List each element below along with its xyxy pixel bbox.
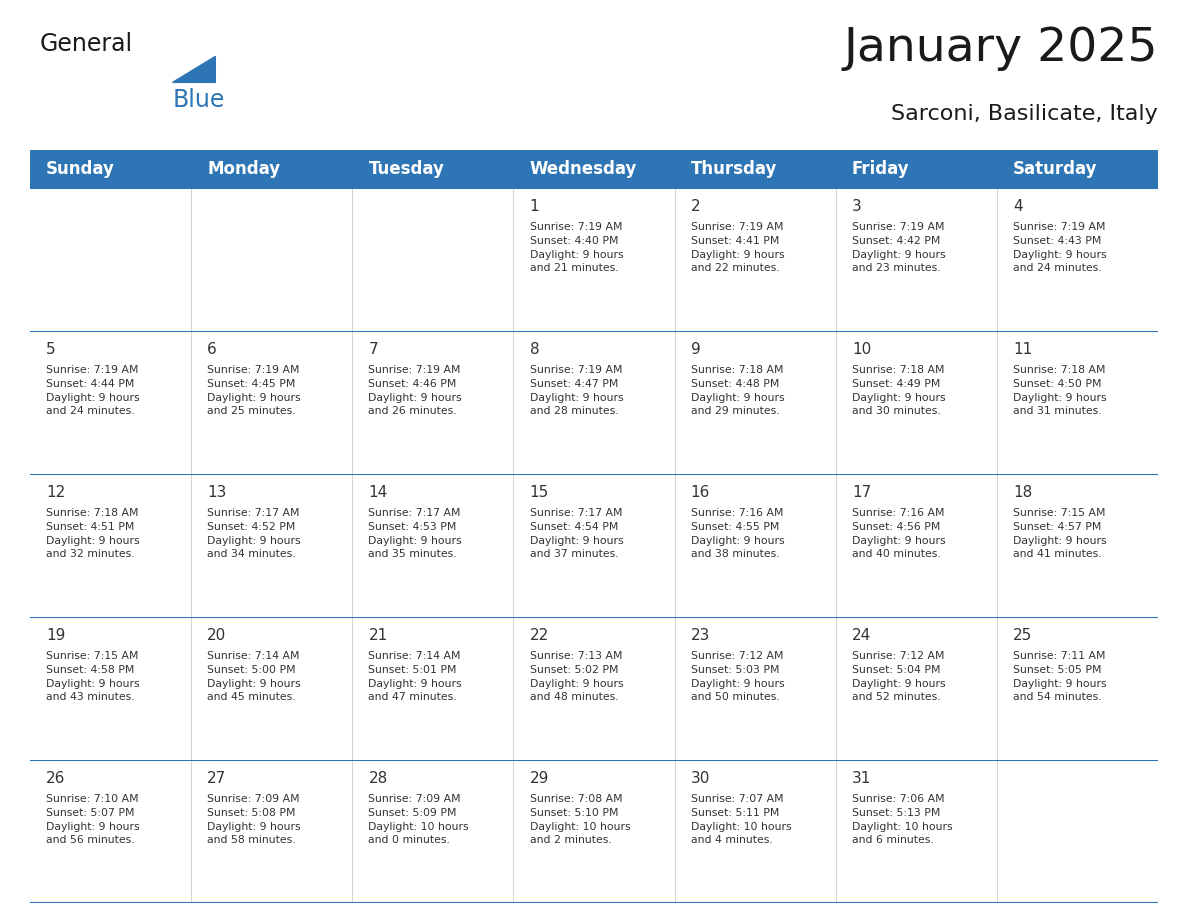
Text: 24: 24 xyxy=(852,629,871,644)
Text: Sunrise: 7:17 AM
Sunset: 4:54 PM
Daylight: 9 hours
and 37 minutes.: Sunrise: 7:17 AM Sunset: 4:54 PM Dayligh… xyxy=(530,509,624,559)
Text: Sunrise: 7:18 AM
Sunset: 4:48 PM
Daylight: 9 hours
and 29 minutes.: Sunrise: 7:18 AM Sunset: 4:48 PM Dayligh… xyxy=(690,365,784,416)
Text: Sunrise: 7:18 AM
Sunset: 4:51 PM
Daylight: 9 hours
and 32 minutes.: Sunrise: 7:18 AM Sunset: 4:51 PM Dayligh… xyxy=(46,509,140,559)
Text: Sunrise: 7:19 AM
Sunset: 4:45 PM
Daylight: 9 hours
and 25 minutes.: Sunrise: 7:19 AM Sunset: 4:45 PM Dayligh… xyxy=(207,365,301,416)
Text: Wednesday: Wednesday xyxy=(530,160,637,178)
Text: 30: 30 xyxy=(690,771,710,787)
Text: Sunrise: 7:07 AM
Sunset: 5:11 PM
Daylight: 10 hours
and 4 minutes.: Sunrise: 7:07 AM Sunset: 5:11 PM Dayligh… xyxy=(690,794,791,845)
Text: Sunrise: 7:19 AM
Sunset: 4:42 PM
Daylight: 9 hours
and 23 minutes.: Sunrise: 7:19 AM Sunset: 4:42 PM Dayligh… xyxy=(852,222,946,274)
Text: 20: 20 xyxy=(207,629,227,644)
Text: Sunrise: 7:17 AM
Sunset: 4:52 PM
Daylight: 9 hours
and 34 minutes.: Sunrise: 7:17 AM Sunset: 4:52 PM Dayligh… xyxy=(207,509,301,559)
Text: Sunrise: 7:14 AM
Sunset: 5:01 PM
Daylight: 9 hours
and 47 minutes.: Sunrise: 7:14 AM Sunset: 5:01 PM Dayligh… xyxy=(368,651,462,702)
Text: 19: 19 xyxy=(46,629,65,644)
Text: 12: 12 xyxy=(46,486,65,500)
Text: 29: 29 xyxy=(530,771,549,787)
Text: 10: 10 xyxy=(852,342,871,357)
Text: 21: 21 xyxy=(368,629,387,644)
Text: Sunrise: 7:12 AM
Sunset: 5:03 PM
Daylight: 9 hours
and 50 minutes.: Sunrise: 7:12 AM Sunset: 5:03 PM Dayligh… xyxy=(690,651,784,702)
Text: 25: 25 xyxy=(1013,629,1032,644)
Text: 26: 26 xyxy=(46,771,65,787)
Text: Sunrise: 7:13 AM
Sunset: 5:02 PM
Daylight: 9 hours
and 48 minutes.: Sunrise: 7:13 AM Sunset: 5:02 PM Dayligh… xyxy=(530,651,624,702)
Text: 8: 8 xyxy=(530,342,539,357)
Text: 11: 11 xyxy=(1013,342,1032,357)
Text: Tuesday: Tuesday xyxy=(368,160,444,178)
Text: 22: 22 xyxy=(530,629,549,644)
Text: Sunrise: 7:10 AM
Sunset: 5:07 PM
Daylight: 9 hours
and 56 minutes.: Sunrise: 7:10 AM Sunset: 5:07 PM Dayligh… xyxy=(46,794,140,845)
Text: Sunrise: 7:19 AM
Sunset: 4:43 PM
Daylight: 9 hours
and 24 minutes.: Sunrise: 7:19 AM Sunset: 4:43 PM Dayligh… xyxy=(1013,222,1106,274)
Text: 3: 3 xyxy=(852,199,861,215)
Text: 13: 13 xyxy=(207,486,227,500)
Text: Sunrise: 7:18 AM
Sunset: 4:49 PM
Daylight: 9 hours
and 30 minutes.: Sunrise: 7:18 AM Sunset: 4:49 PM Dayligh… xyxy=(852,365,946,416)
Text: Sunrise: 7:15 AM
Sunset: 4:57 PM
Daylight: 9 hours
and 41 minutes.: Sunrise: 7:15 AM Sunset: 4:57 PM Dayligh… xyxy=(1013,509,1106,559)
Text: General: General xyxy=(39,32,133,56)
Text: Saturday: Saturday xyxy=(1013,160,1098,178)
Text: Sunrise: 7:12 AM
Sunset: 5:04 PM
Daylight: 9 hours
and 52 minutes.: Sunrise: 7:12 AM Sunset: 5:04 PM Dayligh… xyxy=(852,651,946,702)
Text: Friday: Friday xyxy=(852,160,910,178)
Text: 5: 5 xyxy=(46,342,56,357)
Text: Sunrise: 7:15 AM
Sunset: 4:58 PM
Daylight: 9 hours
and 43 minutes.: Sunrise: 7:15 AM Sunset: 4:58 PM Dayligh… xyxy=(46,651,140,702)
Polygon shape xyxy=(172,56,215,83)
Text: Sunrise: 7:19 AM
Sunset: 4:47 PM
Daylight: 9 hours
and 28 minutes.: Sunrise: 7:19 AM Sunset: 4:47 PM Dayligh… xyxy=(530,365,624,416)
Text: Sunrise: 7:09 AM
Sunset: 5:09 PM
Daylight: 10 hours
and 0 minutes.: Sunrise: 7:09 AM Sunset: 5:09 PM Dayligh… xyxy=(368,794,469,845)
Text: Sunrise: 7:09 AM
Sunset: 5:08 PM
Daylight: 9 hours
and 58 minutes.: Sunrise: 7:09 AM Sunset: 5:08 PM Dayligh… xyxy=(207,794,301,845)
Text: Sunrise: 7:19 AM
Sunset: 4:41 PM
Daylight: 9 hours
and 22 minutes.: Sunrise: 7:19 AM Sunset: 4:41 PM Dayligh… xyxy=(690,222,784,274)
Text: 17: 17 xyxy=(852,486,871,500)
Text: 23: 23 xyxy=(690,629,710,644)
Text: Sunrise: 7:19 AM
Sunset: 4:40 PM
Daylight: 9 hours
and 21 minutes.: Sunrise: 7:19 AM Sunset: 4:40 PM Dayligh… xyxy=(530,222,624,274)
Text: 6: 6 xyxy=(207,342,217,357)
Text: 31: 31 xyxy=(852,771,871,787)
Text: 16: 16 xyxy=(690,486,710,500)
Text: Sunrise: 7:06 AM
Sunset: 5:13 PM
Daylight: 10 hours
and 6 minutes.: Sunrise: 7:06 AM Sunset: 5:13 PM Dayligh… xyxy=(852,794,953,845)
Text: Sunrise: 7:17 AM
Sunset: 4:53 PM
Daylight: 9 hours
and 35 minutes.: Sunrise: 7:17 AM Sunset: 4:53 PM Dayligh… xyxy=(368,509,462,559)
Text: 18: 18 xyxy=(1013,486,1032,500)
Text: Sunrise: 7:16 AM
Sunset: 4:56 PM
Daylight: 9 hours
and 40 minutes.: Sunrise: 7:16 AM Sunset: 4:56 PM Dayligh… xyxy=(852,509,946,559)
Text: Sunrise: 7:14 AM
Sunset: 5:00 PM
Daylight: 9 hours
and 45 minutes.: Sunrise: 7:14 AM Sunset: 5:00 PM Dayligh… xyxy=(207,651,301,702)
Text: 15: 15 xyxy=(530,486,549,500)
Text: 27: 27 xyxy=(207,771,227,787)
Text: Sarconi, Basilicate, Italy: Sarconi, Basilicate, Italy xyxy=(891,104,1158,124)
Text: Sunrise: 7:19 AM
Sunset: 4:44 PM
Daylight: 9 hours
and 24 minutes.: Sunrise: 7:19 AM Sunset: 4:44 PM Dayligh… xyxy=(46,365,140,416)
Text: Sunrise: 7:11 AM
Sunset: 5:05 PM
Daylight: 9 hours
and 54 minutes.: Sunrise: 7:11 AM Sunset: 5:05 PM Dayligh… xyxy=(1013,651,1106,702)
Text: January 2025: January 2025 xyxy=(843,26,1158,71)
Text: Sunrise: 7:19 AM
Sunset: 4:46 PM
Daylight: 9 hours
and 26 minutes.: Sunrise: 7:19 AM Sunset: 4:46 PM Dayligh… xyxy=(368,365,462,416)
Text: Monday: Monday xyxy=(207,160,280,178)
Text: 14: 14 xyxy=(368,486,387,500)
Text: Sunday: Sunday xyxy=(46,160,115,178)
Text: 28: 28 xyxy=(368,771,387,787)
Text: 4: 4 xyxy=(1013,199,1023,215)
Text: 1: 1 xyxy=(530,199,539,215)
Text: Sunrise: 7:16 AM
Sunset: 4:55 PM
Daylight: 9 hours
and 38 minutes.: Sunrise: 7:16 AM Sunset: 4:55 PM Dayligh… xyxy=(690,509,784,559)
Text: Sunrise: 7:18 AM
Sunset: 4:50 PM
Daylight: 9 hours
and 31 minutes.: Sunrise: 7:18 AM Sunset: 4:50 PM Dayligh… xyxy=(1013,365,1106,416)
Text: 7: 7 xyxy=(368,342,378,357)
Text: 2: 2 xyxy=(690,199,700,215)
Text: 9: 9 xyxy=(690,342,701,357)
Text: Blue: Blue xyxy=(172,87,225,112)
Text: Thursday: Thursday xyxy=(690,160,777,178)
Text: Sunrise: 7:08 AM
Sunset: 5:10 PM
Daylight: 10 hours
and 2 minutes.: Sunrise: 7:08 AM Sunset: 5:10 PM Dayligh… xyxy=(530,794,630,845)
